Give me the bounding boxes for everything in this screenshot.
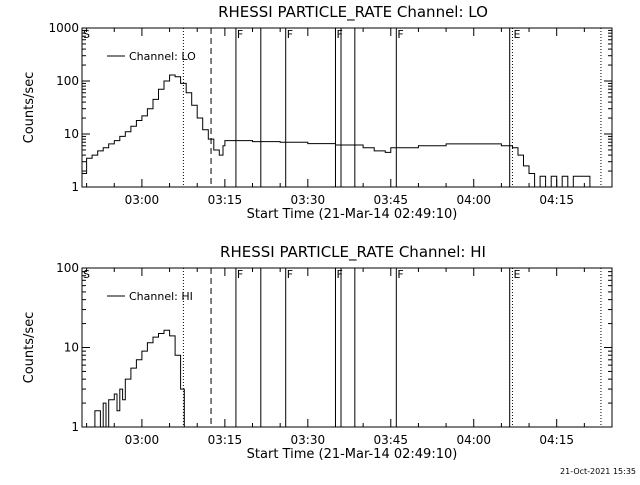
legend-label: Channel: HI (129, 290, 193, 303)
x-tick-label: 03:00 (125, 433, 160, 447)
y-axis-label: Counts/sec (22, 312, 37, 384)
x-tick-label: 03:15 (208, 193, 243, 207)
event-marker-label: F (336, 28, 342, 41)
x-axis-label: Start Time (21-Mar-14 02:49:10) (247, 447, 458, 462)
x-tick-label: 03:45 (373, 193, 408, 207)
legend-label: Channel: LO (129, 50, 196, 63)
y-tick-label: 10 (64, 341, 79, 355)
event-marker-label: F (237, 28, 243, 41)
event-marker-label: S (83, 28, 90, 41)
event-marker-label: F (237, 268, 243, 281)
series-line (82, 74, 591, 188)
event-marker-label: F (336, 268, 342, 281)
x-axis-label: Start Time (21-Mar-14 02:49:10) (247, 207, 458, 222)
chart-title: RHESSI PARTICLE_RATE Channel: LO (218, 3, 488, 22)
event-marker-label: F (287, 28, 293, 41)
series-line (92, 329, 185, 428)
x-tick-label: 04:00 (456, 433, 491, 447)
event-marker-label: E (513, 268, 520, 281)
x-tick-label: 04:00 (456, 193, 491, 207)
y-axis-label: Counts/sec (22, 72, 37, 144)
y-tick-label: 100 (56, 74, 79, 88)
x-tick-label: 03:00 (125, 193, 160, 207)
x-tick-label: 03:30 (291, 433, 326, 447)
event-marker-label: F (397, 268, 403, 281)
event-marker-label: E (513, 28, 520, 41)
y-tick-label: 100 (56, 261, 79, 275)
event-marker-label: F (287, 268, 293, 281)
x-tick-label: 04:15 (539, 193, 574, 207)
x-tick-label: 03:15 (208, 433, 243, 447)
x-tick-label: 04:15 (539, 433, 574, 447)
footer-timestamp: 21-Oct-2021 15:35 (560, 467, 636, 476)
y-tick-label: 1000 (48, 21, 79, 35)
event-marker-label: S (83, 268, 90, 281)
event-marker-label: F (397, 28, 403, 41)
y-tick-label: 1 (71, 180, 79, 194)
chart-title: RHESSI PARTICLE_RATE Channel: HI (220, 243, 486, 262)
y-tick-label: 1 (71, 420, 79, 434)
y-tick-label: 10 (64, 127, 79, 141)
x-tick-label: 03:45 (373, 433, 408, 447)
x-tick-label: 03:30 (291, 193, 326, 207)
